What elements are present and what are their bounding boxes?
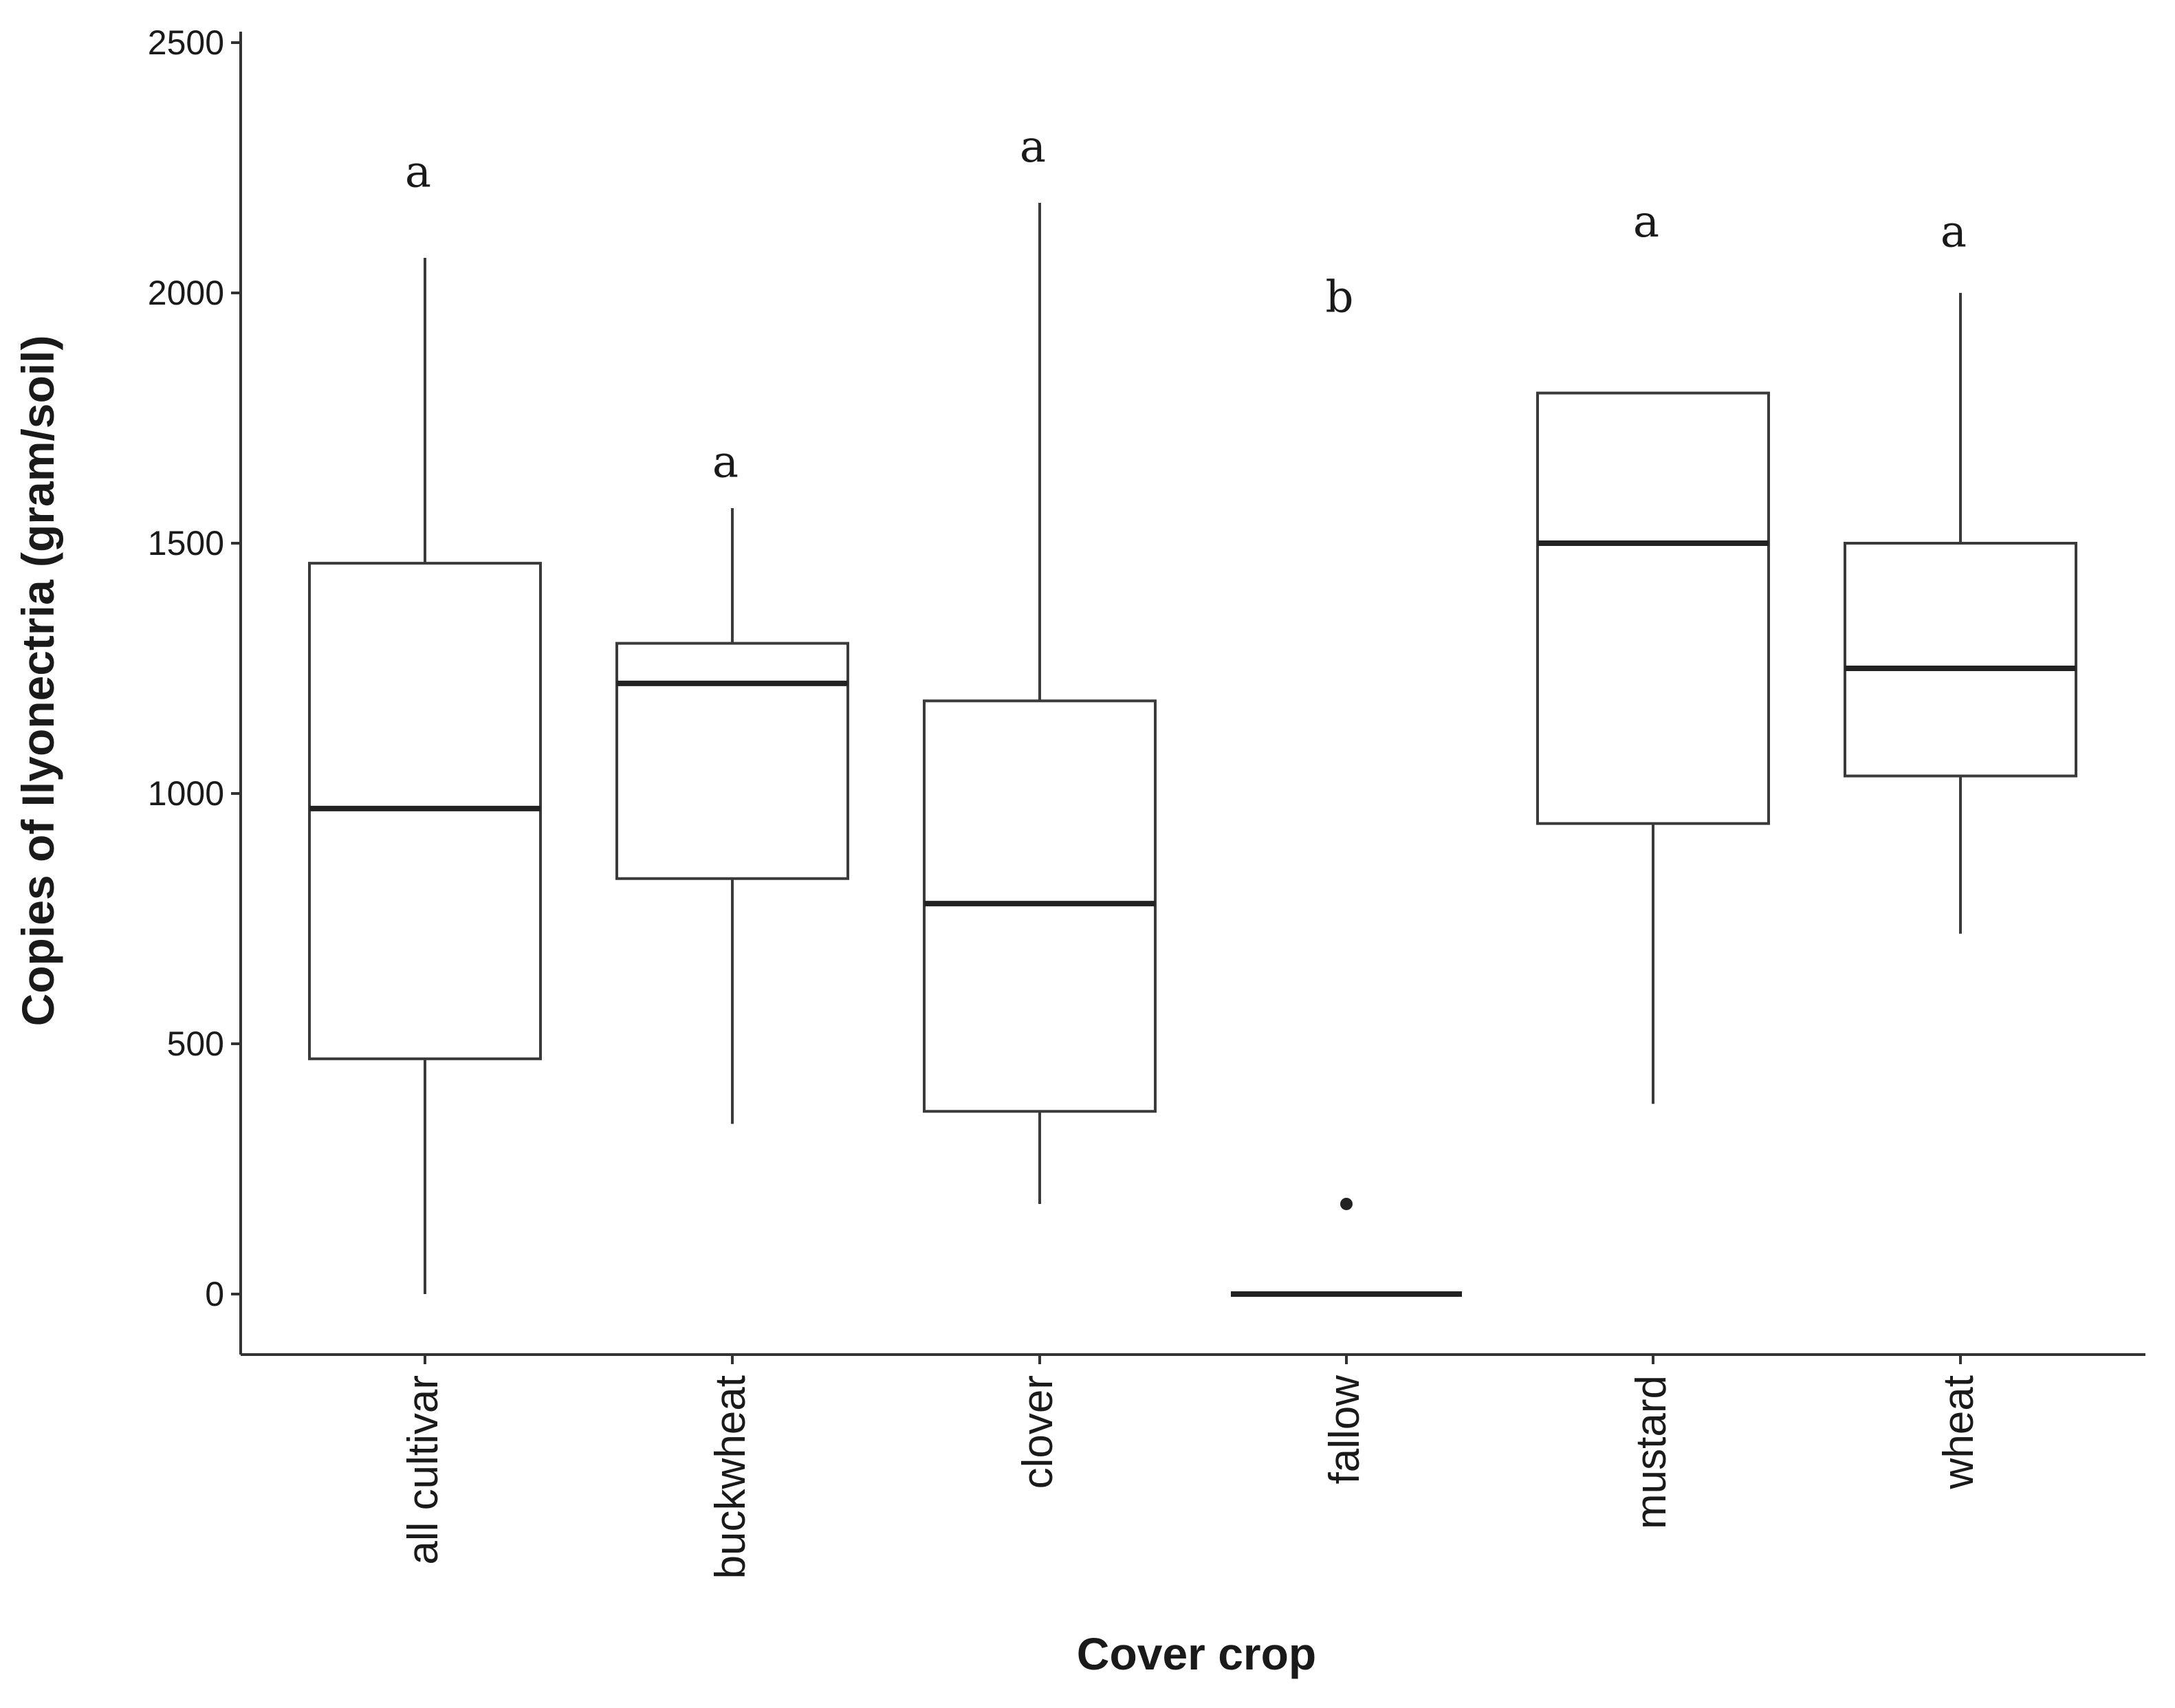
significance-letter: a [1633,197,1659,248]
box-fallow [1231,1197,1462,1297]
significance-letter: a [1020,122,1046,173]
x-tick-label: buckwheat [707,1375,754,1579]
y-tick-label: 2500 [148,23,224,62]
x-tick-label: fallow [1321,1375,1368,1485]
y-axis-ticks: 0 500 1000 1500 2000 2500 [148,23,241,1313]
x-axis-ticks: all cultivar buckwheat clover fallow mustard… [400,1355,1982,1579]
significance-letter: a [1941,207,1967,258]
box-body [1844,542,2077,778]
significance-letter: b [1326,272,1354,322]
significance-letters: a a a b a a [405,122,1967,488]
box-body [1536,391,1770,825]
x-tick-label: mustard [1628,1375,1675,1529]
box-clover [923,202,1157,1204]
x-tick-label: wheat [1935,1375,1982,1489]
x-tick-label: all cultivar [400,1375,447,1565]
y-tick-label: 0 [205,1275,224,1313]
boxes [308,202,2077,1297]
y-tick-label: 2000 [148,274,224,312]
y-tick-label: 1500 [148,524,224,562]
outlier-point [1340,1197,1353,1210]
x-axis-title: Cover crop [1077,1628,1316,1679]
y-tick-label: 1000 [148,774,224,813]
axes [239,32,2145,1356]
significance-letter: a [712,437,739,488]
y-axis-title: Copies of Ilyonectria (gram/soil) [12,336,63,1027]
box-wheat [1844,293,2077,934]
box-buckwheat [615,508,849,1124]
x-tick-label: clover [1014,1375,1062,1489]
box-all-cultivar [308,258,542,1294]
box-body [615,642,849,880]
box-mustard [1536,391,1770,1104]
significance-letter: a [405,146,431,197]
y-tick-label: 500 [167,1025,224,1063]
